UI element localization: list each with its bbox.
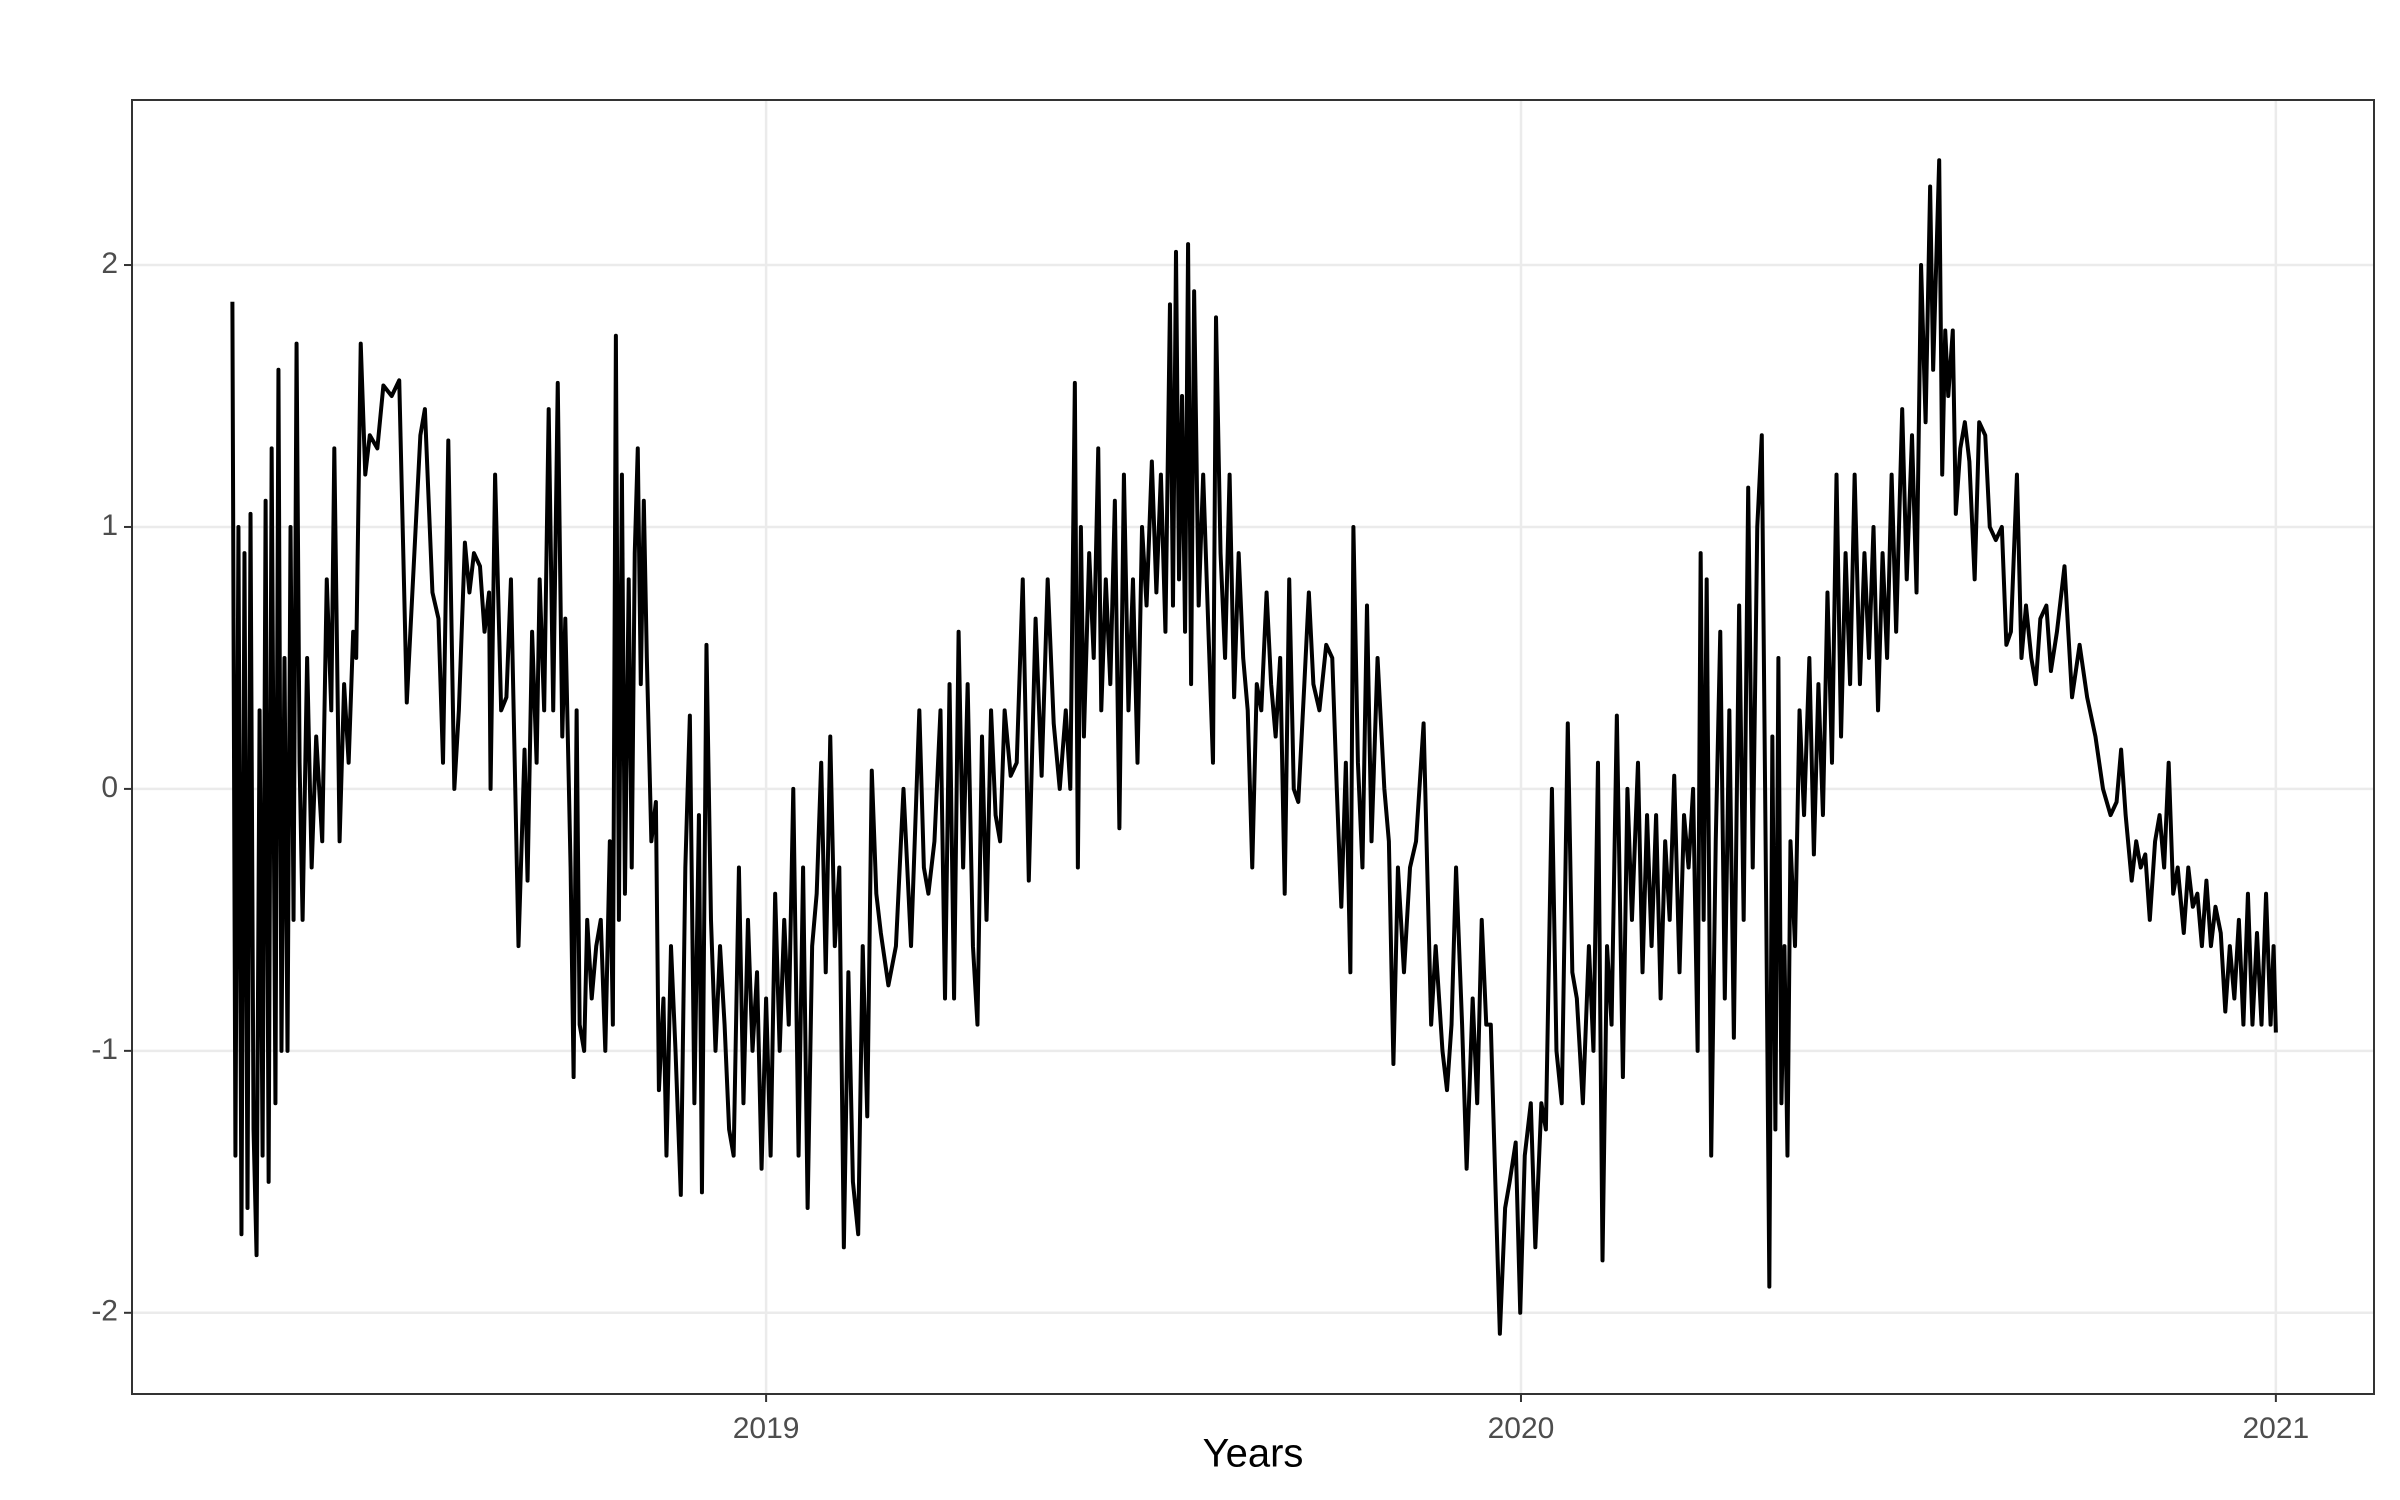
series-line [230,158,2278,1336]
y-tick-label: -1 [91,1033,118,1066]
plot-border [131,99,2375,1395]
x-tick-label: 2021 [2242,1412,2309,1445]
y-tick-label: -2 [91,1295,118,1328]
y-tick-label: 0 [101,771,118,804]
y-tick-label: 1 [101,509,118,542]
x-axis-label: Years [1203,1432,1304,1476]
x-tick-label: 2020 [1488,1412,1555,1445]
x-tick-label: 2019 [733,1412,800,1445]
y-tick-label: 2 [101,247,118,280]
